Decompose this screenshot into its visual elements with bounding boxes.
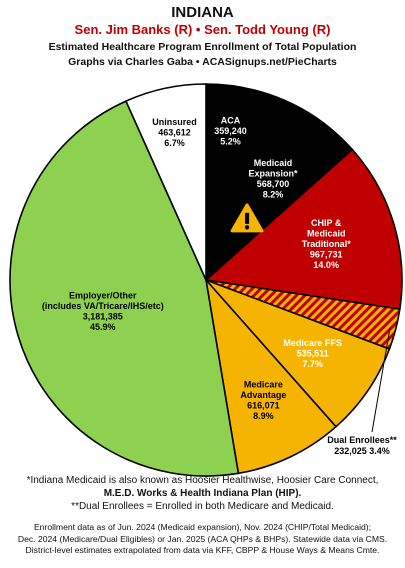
source-footer: Enrollment data as of Jun. 2024 (Medicai… (0, 522, 405, 557)
note-line-2: M.E.D. Works & Health Indiana Plan (HIP)… (103, 488, 302, 499)
dual-enrollees-label: Dual Enrollees** 232,025 3.4% (327, 435, 397, 456)
slice-label-line: Advantage (240, 390, 286, 400)
warning-icon (230, 203, 264, 233)
medicaid-note: *Indiana Medicaid is also known as Hoosi… (0, 474, 405, 513)
slice-label-line: 568,700 (257, 179, 290, 189)
footer-line-1: Enrollment data as of Jun. 2024 (Medicai… (33, 522, 372, 532)
slice-label-line: Uninsured (152, 117, 197, 127)
page-title: INDIANA (171, 4, 234, 21)
slice-label-7: Uninsured 463,612 6.7% (152, 117, 197, 148)
slice-label-2: CHIP & Medicaid Traditional* 967,731 14.0% (302, 218, 352, 270)
footer-line-2: Dec. 2024 (Medicare/Dual Eligibles) or J… (17, 533, 388, 544)
slice-label-line: 616,071 (247, 401, 280, 411)
slice-label-line: 7.7% (302, 359, 323, 369)
slice-label-line: Expansion* (248, 168, 298, 178)
slice-label-line: 463,612 (158, 127, 191, 137)
slice-label-4: Medicare FFS 535,511 7.7% (283, 338, 342, 369)
slice-label-line: 14.0% (313, 260, 339, 270)
slice-label-line: 8.9% (253, 411, 274, 421)
callout-line: Dual Enrollees** (327, 435, 397, 445)
pie-slice-6 (9, 100, 240, 477)
slice-label-line: Medicare FFS (283, 338, 342, 348)
senators-line: Sen. Jim Banks (R) • Sen. Todd Young (R) (74, 22, 331, 37)
slice-label-line: ACA (221, 116, 241, 126)
pie-slice-4 (205, 279, 391, 428)
slice-label-line: Employer/Other (69, 290, 137, 300)
slice-label-line: Medicaid (307, 229, 346, 239)
slice-label-line: 45.9% (90, 322, 116, 332)
pie-slice-1 (204, 93, 354, 283)
note-line-1: *Indiana Medicaid is also known as Hoosi… (26, 475, 379, 486)
footer-line-3: District-level estimates extrapolated fr… (25, 545, 380, 555)
callout-line: 232,025 3.4% (334, 446, 390, 456)
slice-label-6: Employer/Other (includes VA/Tricare/IHS/e… (42, 290, 164, 332)
slice-label-line: Medicaid (254, 158, 293, 168)
note-line-3: **Dual Enrollees = Enrolled in both Medi… (71, 501, 334, 512)
slice-label-line: 359,240 (214, 126, 247, 136)
chart-credit: Graphs via Charles Gaba • ACASignups.net… (68, 56, 337, 68)
slice-label-line: CHIP & (311, 218, 342, 228)
slice-label-0: ACA 359,240 5.2% (214, 116, 247, 147)
chart-subtitle: Estimated Healthcare Program Enrollment … (48, 41, 357, 53)
slice-label-line: 6.7% (164, 138, 185, 148)
pie-slice-7 (124, 83, 207, 281)
slice-label-line: Traditional* (302, 239, 352, 249)
slice-label-1: Medicaid Expansion* 568,700 8.2% (248, 158, 298, 200)
slice-label-5: Medicare Advantage 616,071 8.9% (240, 380, 286, 422)
slice-label-line: 3,181,385 (83, 311, 123, 321)
pie-slice-5 (204, 277, 338, 475)
slice-label-line: 5.2% (220, 137, 241, 147)
slice-label-line: 535,511 (297, 348, 329, 358)
callout-leader-line (371, 327, 391, 433)
slice-label-line: 967,731 (310, 250, 343, 260)
slice-label-line: 8.2% (263, 189, 284, 199)
pie-slice-2 (204, 148, 403, 311)
slice-label-line: Medicare (244, 380, 283, 390)
slice-label-line: (includes VA/Tricare/IHS/etc) (42, 301, 164, 311)
